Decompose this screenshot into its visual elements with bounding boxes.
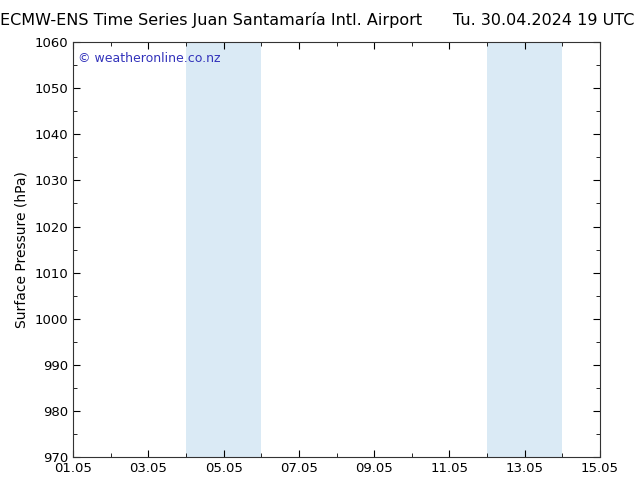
Bar [487,42,562,457]
Y-axis label: Surface Pressure (hPa): Surface Pressure (hPa) [15,171,29,328]
Text: ECMW-ENS Time Series Juan Santamaría Intl. Airport      Tu. 30.04.2024 19 UTC: ECMW-ENS Time Series Juan Santamaría Int… [0,12,634,28]
Bar [186,42,261,457]
Text: © weatheronline.co.nz: © weatheronline.co.nz [79,52,221,66]
